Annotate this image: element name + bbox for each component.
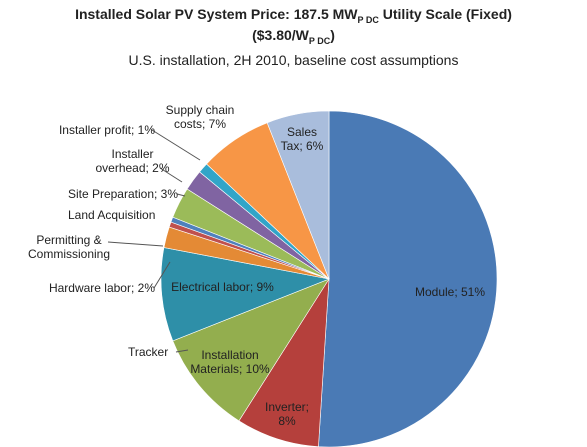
title-text: Utility Scale (Fixed) [378,6,512,22]
leader-line [159,167,183,183]
chart-title-line2: ($3.80/WP DC) [0,27,587,46]
slice-label: Installer overhead; 2% [95,147,170,175]
pie-slice [172,278,330,422]
slice-label: Installation Materials; 10% [190,348,270,376]
slice-label: Supply chain costs; 7% [165,103,235,131]
leader-line [151,129,201,161]
title-text: Installed Solar PV System Price: 187.5 M… [75,6,358,22]
slice-label: Module; 51% [414,285,486,299]
leader-lines [107,129,201,353]
slice-label: Land Acquisition [68,208,156,222]
slice-label: Permitting & Commissioning [28,233,111,261]
slice-label: Sales Tax; 6% [280,125,324,153]
leader-line [176,193,186,197]
leader-line [153,261,171,289]
slice-label: Site Preparation; 3% [67,187,178,201]
title-text: ) [330,27,335,43]
pie-slice [160,247,331,342]
title-subscript: P DC [357,14,379,25]
title-subscript: P DC [308,35,331,46]
slice-label: Installer profit; 1% [58,123,155,137]
slice-label: Hardware labor; 2% [48,281,155,295]
chart-subtitle: U.S. installation, 2H 2010, baseline cos… [128,52,459,68]
title-text: ($3.80/W [252,27,309,43]
leader-line [107,241,164,247]
slice-label: Electrical labor; 9% [171,280,274,294]
pie-slice [266,110,330,280]
slice-label: Inverter; 8% [264,400,309,428]
leader-line [175,349,189,353]
chart-title: Installed Solar PV System Price: 187.5 M… [0,6,587,25]
slice-label: Tracker [128,345,169,359]
pie-slice [318,110,498,447]
